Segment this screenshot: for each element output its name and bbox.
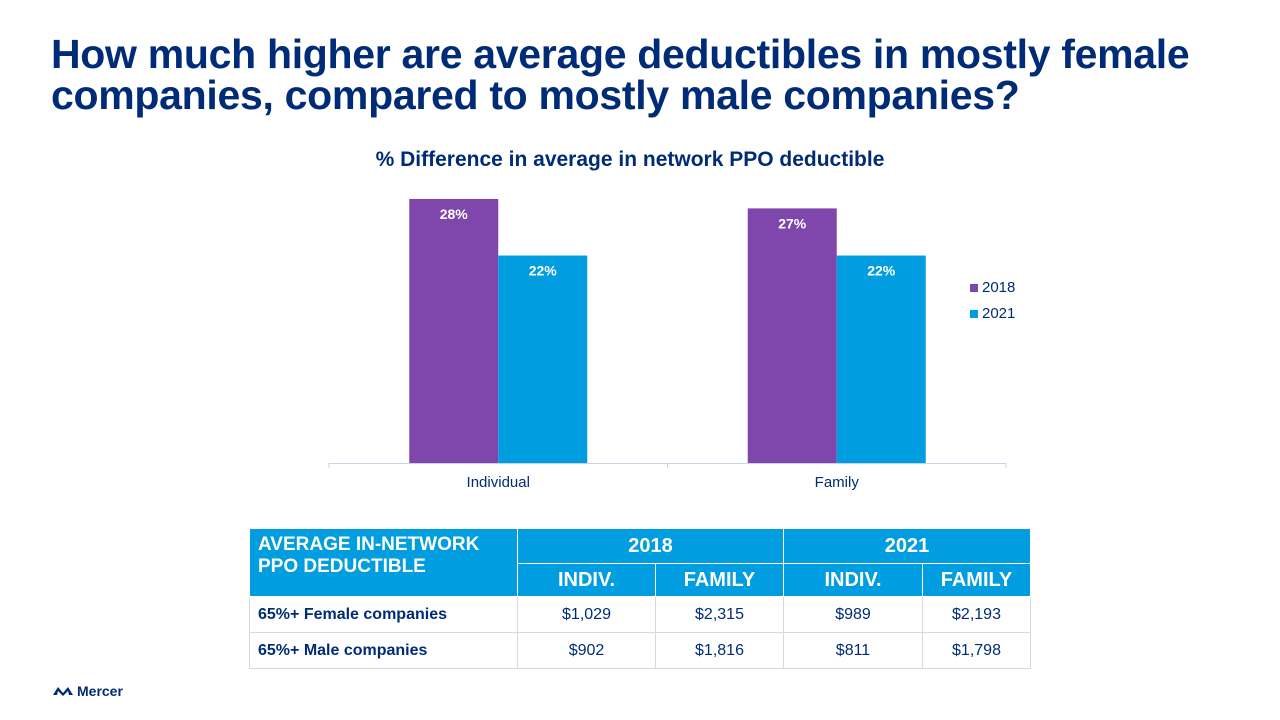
bar-2018-family — [747, 208, 837, 463]
table-header-label: AVERAGE IN-NETWORK PPO DEDUCTIBLE — [249, 528, 518, 597]
subheader: FAMILY — [922, 563, 1031, 597]
cell: $989 — [783, 596, 923, 633]
x-tick-label: Individual — [467, 474, 530, 491]
mercer-logo: Mercer — [52, 683, 123, 699]
year-header: 2021 — [783, 528, 1031, 564]
row-label: 65%+ Female companies — [249, 596, 518, 633]
data-label: 22% — [529, 263, 558, 279]
mercer-logo-icon — [53, 687, 73, 696]
slide-title: How much higher are average deductibles … — [51, 31, 1190, 118]
deductible-table: AVERAGE IN-NETWORK PPO DEDUCTIBLE 2018 2… — [249, 528, 1031, 669]
bar-2018-individual — [409, 198, 499, 463]
legend-label: 2018 — [982, 279, 1015, 296]
cell: $2,193 — [922, 596, 1031, 633]
cell: $1,798 — [922, 632, 1031, 669]
data-label: 22% — [867, 263, 896, 279]
bar-2021-individual — [498, 255, 588, 463]
cell: $811 — [783, 632, 923, 669]
row-label: 65%+ Male companies — [249, 632, 518, 669]
table-row: 65%+ Female companies $1,029 $2,315 $989… — [249, 596, 1031, 633]
subheader: INDIV. — [783, 563, 923, 597]
cell: $1,816 — [655, 632, 784, 669]
cell: $2,315 — [655, 596, 784, 633]
cell: $1,029 — [517, 596, 656, 633]
bar-chart: Individual 28% 22% Family 27% 22% 2018 2021 — [328, 198, 1015, 491]
data-label: 27% — [778, 215, 807, 231]
legend-swatch — [970, 310, 978, 318]
year-header: 2018 — [517, 528, 784, 564]
legend-swatch — [970, 284, 978, 292]
legend-label: 2021 — [982, 305, 1015, 322]
bar-2021-family — [836, 255, 926, 463]
table-row: 65%+ Male companies $902 $1,816 $811 $1,… — [249, 632, 1031, 669]
subheader: INDIV. — [517, 563, 656, 597]
subheader: FAMILY — [655, 563, 784, 597]
cell: $902 — [517, 632, 656, 669]
chart-title: % Difference in average in network PPO d… — [375, 148, 885, 171]
x-tick-label: Family — [815, 474, 860, 491]
data-label: 28% — [440, 206, 469, 222]
